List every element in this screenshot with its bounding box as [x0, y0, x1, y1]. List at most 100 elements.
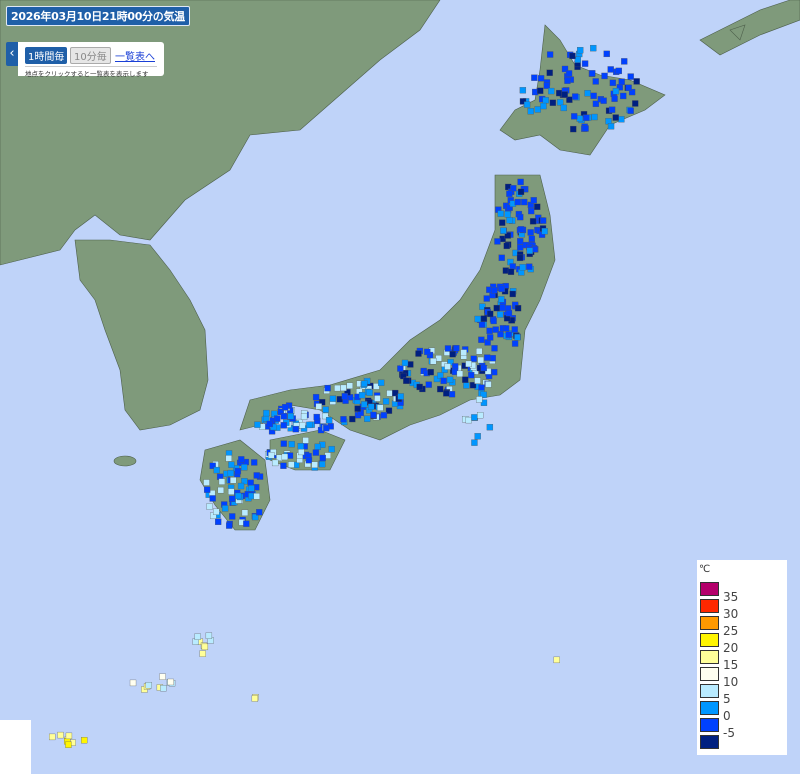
station-marker[interactable]: [569, 52, 576, 60]
station-marker[interactable]: [607, 66, 614, 73]
station-marker[interactable]: [497, 210, 504, 217]
chevron-left-icon[interactable]: ‹: [6, 42, 18, 66]
station-marker[interactable]: [505, 309, 513, 317]
station-marker[interactable]: [305, 457, 313, 464]
station-marker[interactable]: [361, 380, 368, 387]
station-marker[interactable]: [530, 197, 537, 204]
station-marker[interactable]: [323, 424, 330, 432]
station-marker[interactable]: [302, 437, 309, 444]
station-marker[interactable]: [540, 217, 547, 224]
station-marker[interactable]: [215, 518, 222, 525]
station-marker[interactable]: [509, 263, 516, 270]
station-marker[interactable]: [526, 263, 533, 270]
station-marker[interactable]: [468, 371, 475, 379]
station-marker[interactable]: [498, 296, 505, 303]
station-marker[interactable]: [203, 486, 211, 493]
station-marker[interactable]: [288, 441, 295, 448]
station-marker[interactable]: [256, 509, 263, 516]
station-marker[interactable]: [589, 70, 596, 77]
station-marker[interactable]: [377, 404, 384, 411]
station-marker[interactable]: [528, 207, 535, 215]
station-marker[interactable]: [49, 733, 56, 741]
station-marker[interactable]: [571, 113, 578, 120]
station-marker[interactable]: [611, 95, 618, 102]
station-marker[interactable]: [621, 58, 628, 65]
station-marker[interactable]: [576, 115, 583, 122]
station-marker[interactable]: [471, 414, 478, 421]
station-marker[interactable]: [546, 51, 554, 58]
station-marker[interactable]: [537, 87, 544, 94]
station-marker[interactable]: [446, 376, 454, 383]
station-marker[interactable]: [486, 334, 494, 341]
station-marker[interactable]: [483, 295, 490, 302]
station-marker[interactable]: [313, 413, 320, 421]
station-marker[interactable]: [373, 383, 380, 390]
station-marker[interactable]: [506, 217, 513, 224]
station-marker[interactable]: [425, 381, 432, 388]
station-marker[interactable]: [509, 290, 516, 298]
station-marker[interactable]: [498, 254, 505, 261]
station-marker[interactable]: [81, 737, 88, 744]
station-marker[interactable]: [537, 75, 545, 82]
station-marker[interactable]: [374, 395, 381, 402]
station-marker[interactable]: [440, 377, 447, 385]
station-marker[interactable]: [496, 311, 504, 318]
station-marker[interactable]: [235, 492, 242, 500]
station-marker[interactable]: [469, 382, 477, 389]
station-marker[interactable]: [484, 368, 492, 375]
station-marker[interactable]: [319, 398, 326, 406]
ten-minute-button[interactable]: 10分毎: [70, 47, 111, 64]
station-marker[interactable]: [254, 421, 261, 428]
station-marker[interactable]: [582, 125, 589, 132]
station-marker[interactable]: [424, 348, 431, 356]
station-marker[interactable]: [484, 354, 491, 361]
station-marker[interactable]: [401, 359, 409, 367]
station-marker[interactable]: [564, 77, 571, 84]
station-marker[interactable]: [572, 93, 579, 100]
station-marker[interactable]: [364, 415, 371, 422]
station-marker[interactable]: [329, 395, 337, 402]
station-marker[interactable]: [322, 412, 329, 420]
station-marker[interactable]: [385, 407, 393, 414]
station-marker[interactable]: [590, 92, 597, 100]
station-marker[interactable]: [228, 488, 235, 495]
station-marker[interactable]: [65, 741, 72, 748]
station-marker[interactable]: [324, 384, 331, 392]
station-marker[interactable]: [556, 89, 563, 97]
station-marker[interactable]: [444, 345, 452, 352]
station-marker[interactable]: [288, 461, 295, 468]
station-marker[interactable]: [608, 106, 616, 113]
station-marker[interactable]: [282, 404, 289, 411]
station-marker[interactable]: [609, 79, 617, 87]
station-marker[interactable]: [397, 393, 404, 400]
station-marker[interactable]: [251, 695, 259, 702]
station-marker[interactable]: [471, 439, 478, 446]
station-marker[interactable]: [226, 522, 233, 529]
station-marker[interactable]: [248, 485, 255, 492]
station-marker[interactable]: [542, 97, 549, 104]
station-marker[interactable]: [607, 123, 615, 130]
station-marker[interactable]: [601, 72, 608, 80]
station-marker[interactable]: [300, 413, 308, 420]
station-marker[interactable]: [600, 97, 607, 104]
station-marker[interactable]: [465, 416, 472, 424]
station-marker[interactable]: [486, 327, 493, 335]
station-marker[interactable]: [517, 244, 524, 251]
station-marker[interactable]: [463, 382, 470, 389]
station-marker[interactable]: [492, 326, 499, 333]
station-marker[interactable]: [366, 389, 373, 396]
station-marker[interactable]: [480, 391, 487, 398]
station-marker[interactable]: [478, 384, 485, 391]
station-marker[interactable]: [449, 351, 456, 358]
station-marker[interactable]: [199, 650, 206, 657]
station-marker[interactable]: [319, 454, 326, 462]
station-marker[interactable]: [271, 459, 279, 467]
station-marker[interactable]: [627, 73, 634, 80]
station-marker[interactable]: [546, 69, 553, 76]
station-marker[interactable]: [584, 90, 591, 97]
station-marker[interactable]: [583, 114, 590, 121]
station-marker[interactable]: [314, 443, 321, 451]
station-marker[interactable]: [581, 60, 589, 67]
station-marker[interactable]: [437, 385, 444, 393]
station-marker[interactable]: [465, 360, 472, 368]
